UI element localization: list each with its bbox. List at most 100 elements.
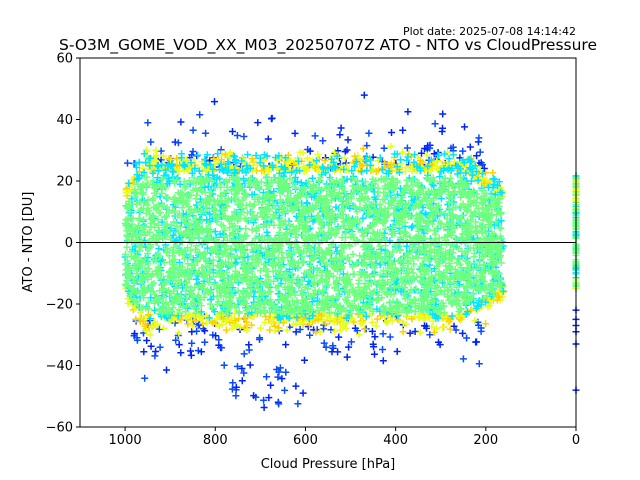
data-point [314,151,322,158]
data-point [182,308,190,316]
data-point [335,303,343,311]
data-point [146,228,153,236]
data-point [432,271,440,279]
data-point [302,193,310,201]
data-point [321,157,329,165]
data-point [484,210,492,218]
data-point [316,192,324,200]
data-point [243,276,251,284]
data-point [430,329,438,336]
data-point [186,287,194,295]
data-point [301,295,309,303]
data-point [124,299,132,307]
data-point [441,256,449,263]
data-point [148,323,156,331]
data-point [147,342,155,350]
data-point [205,314,213,322]
data-point [210,196,218,204]
data-point [344,271,352,279]
data-point [197,308,205,316]
data-point [454,272,462,280]
data-point [462,257,470,265]
data-point [399,126,407,134]
data-point [416,187,424,195]
data-point [415,314,423,321]
data-point [416,290,424,297]
data-point [328,211,335,219]
data-point [146,331,154,339]
data-point [288,180,296,187]
data-point [294,280,302,288]
data-point [198,217,206,225]
data-point [493,211,500,219]
data-point [143,183,151,191]
data-point [313,301,321,309]
data-point [183,303,190,311]
data-point [339,276,347,284]
data-point [339,184,347,192]
data-point [422,224,430,232]
data-point [304,178,312,186]
data-point [264,165,272,173]
data-point [352,203,359,211]
data-point [122,189,130,197]
data-point [181,184,189,192]
data-point [283,229,290,237]
data-point [209,256,217,264]
data-point [267,319,275,327]
data-point [284,286,292,294]
data-point [315,287,323,295]
data-point [433,225,441,233]
data-point [402,320,410,328]
data-point [450,322,458,330]
data-point [162,300,170,308]
data-point [254,295,262,303]
data-point [376,271,384,279]
data-point [437,303,445,310]
data-point [205,279,213,287]
data-point [172,281,180,289]
data-point [156,209,164,217]
data-point [360,283,368,291]
data-point [323,167,331,175]
data-point [382,306,390,314]
data-point [326,314,334,322]
data-point [239,293,247,300]
data-point [497,209,505,217]
data-point [327,191,335,199]
data-point [343,146,351,154]
data-point [330,327,338,335]
data-point [322,299,330,307]
data-point [409,269,417,277]
data-point [242,225,250,232]
data-point [189,148,197,155]
data-point [178,269,185,277]
data-point [190,208,197,216]
data-point [135,257,143,265]
data-point [192,275,200,283]
data-point [349,182,357,190]
data-point [305,306,313,314]
data-point [407,306,415,314]
data-point [236,323,244,331]
data-point [278,249,286,257]
data-point [179,161,187,169]
data-point [475,360,483,368]
data-point [488,195,495,202]
data-point [133,163,140,171]
data-point [363,250,371,258]
data-point [379,166,387,174]
data-point [202,198,209,206]
data-point [417,278,425,286]
data-point [227,185,235,193]
data-point [269,315,277,323]
data-point [125,282,133,290]
data-point [212,210,220,218]
data-point [211,98,218,106]
data-point [230,152,238,160]
data-point [378,286,386,294]
data-point [384,191,392,199]
data-point [494,182,501,190]
data-point [357,190,365,198]
data-point [394,257,402,265]
